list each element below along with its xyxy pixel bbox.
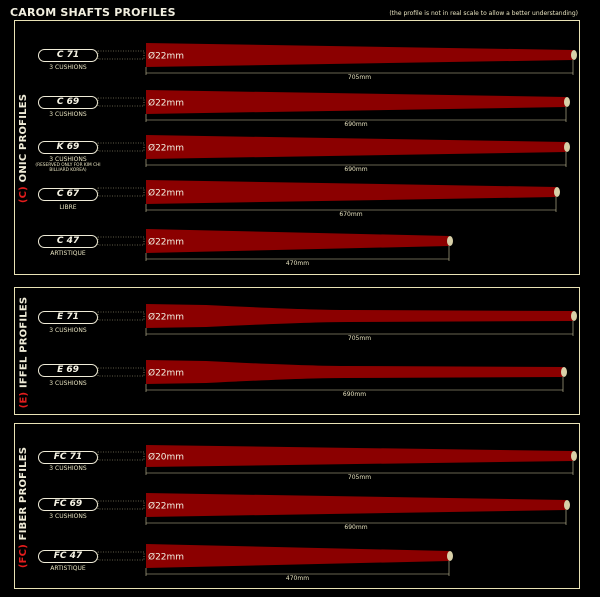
- shaft-tip: [571, 50, 577, 60]
- shaft-joint: [97, 500, 145, 510]
- shaft-length-label: 690mm: [344, 524, 367, 531]
- shaft-body: [146, 360, 563, 384]
- shaft-diameter-label: Ø20mm: [148, 452, 184, 463]
- shaft-tip: [571, 451, 577, 461]
- panel-conic-profiles: (C) ONIC PROFILES: [14, 20, 580, 275]
- shaft-reserved-note: (RESERVED ONLY FOR KIM CHI BILLIARD KORE…: [35, 163, 101, 173]
- shaft-diameter-label: Ø22mm: [148, 143, 184, 154]
- panel-fiber-profiles: (FC) FIBER PROFILES: [14, 423, 580, 589]
- shaft-subtitle: 3 CUSHIONS: [49, 513, 87, 520]
- shaft-subtitle: LIBRE: [59, 204, 77, 211]
- shaft-joint: [97, 236, 145, 246]
- shaft-joint: [97, 551, 145, 561]
- shaft-joint: [97, 311, 145, 321]
- shaft-body: [146, 304, 573, 328]
- shaft-length-label: 705mm: [348, 474, 371, 481]
- shaft-code-badge: C 69: [38, 96, 98, 109]
- page-title: CAROM SHAFTS PROFILES: [10, 6, 176, 19]
- shaft-length-label: 470mm: [286, 260, 309, 267]
- shaft-code-badge: C 71: [38, 49, 98, 62]
- shaft-subtitle: 3 CUSHIONS: [49, 380, 87, 387]
- shaft-diameter-label: Ø22mm: [148, 237, 184, 248]
- shaft-diameter-label: Ø22mm: [148, 51, 184, 62]
- shaft-code-badge: C 67: [38, 188, 98, 201]
- shaft-tip: [564, 97, 570, 107]
- panel-eiffel-profiles: (E) IFFEL PROFILES: [14, 287, 580, 415]
- shaft-code-badge: E 69: [38, 364, 98, 377]
- shaft-length-label: 705mm: [348, 74, 371, 81]
- shaft-code-badge: FC 69: [38, 498, 98, 511]
- shaft-code-badge: FC 47: [38, 550, 98, 563]
- shaft-subtitle: 3 CUSHIONS: [49, 465, 87, 472]
- shaft-joint: [97, 142, 145, 152]
- shaft-tip: [561, 367, 567, 377]
- shaft-diameter-label: Ø22mm: [148, 552, 184, 563]
- shaft-subtitle: ARTISTIQUE: [50, 250, 86, 257]
- shaft-tip: [447, 236, 453, 246]
- shaft-diameter-label: Ø22mm: [148, 312, 184, 323]
- shaft-body: [146, 180, 556, 204]
- shaft-joint: [97, 97, 145, 107]
- shaft-subtitle: ARTISTIQUE: [50, 565, 86, 572]
- shaft-body: [146, 90, 566, 114]
- shaft-tip: [564, 500, 570, 510]
- shaft-code-badge: C 47: [38, 235, 98, 248]
- shaft-subtitle: 3 CUSHIONS: [49, 64, 87, 71]
- shaft-length-label: 470mm: [286, 575, 309, 582]
- shaft-diameter-label: Ø22mm: [148, 98, 184, 109]
- shaft-joint: [97, 367, 145, 377]
- shaft-diameter-label: Ø22mm: [148, 368, 184, 379]
- shaft-code-badge: FC 71: [38, 451, 98, 464]
- shaft-code-badge: E 71: [38, 311, 98, 324]
- shaft-subtitle: 3 CUSHIONS: [49, 327, 87, 334]
- shaft-tip: [447, 551, 453, 561]
- shaft-tip: [564, 142, 570, 152]
- shaft-joint: [97, 187, 145, 197]
- shaft-tip: [571, 311, 577, 321]
- shaft-code-badge: K 69: [38, 141, 98, 154]
- shaft-joint: [97, 451, 145, 461]
- shaft-length-label: 670mm: [339, 211, 362, 218]
- shaft-joint: [97, 50, 145, 60]
- scale-note: (the profile is not in real scale to all…: [389, 10, 578, 17]
- shaft-body: [146, 229, 449, 253]
- shaft-tip: [554, 187, 560, 197]
- shaft-body: [146, 445, 573, 467]
- shaft-length-label: 705mm: [348, 335, 371, 342]
- shaft-body: [146, 43, 573, 67]
- shaft-length-label: 690mm: [344, 121, 367, 128]
- shaft-diameter-label: Ø22mm: [148, 188, 184, 199]
- shaft-diameter-label: Ø22mm: [148, 501, 184, 512]
- shaft-subtitle: 3 CUSHIONS: [49, 111, 87, 118]
- shaft-length-label: 690mm: [343, 391, 366, 398]
- shaft-subtitle: 3 CUSHIONS: [49, 156, 87, 163]
- shaft-body: [146, 135, 566, 159]
- shaft-length-label: 690mm: [344, 166, 367, 173]
- shaft-body: [146, 493, 566, 517]
- shaft-body: [146, 544, 449, 568]
